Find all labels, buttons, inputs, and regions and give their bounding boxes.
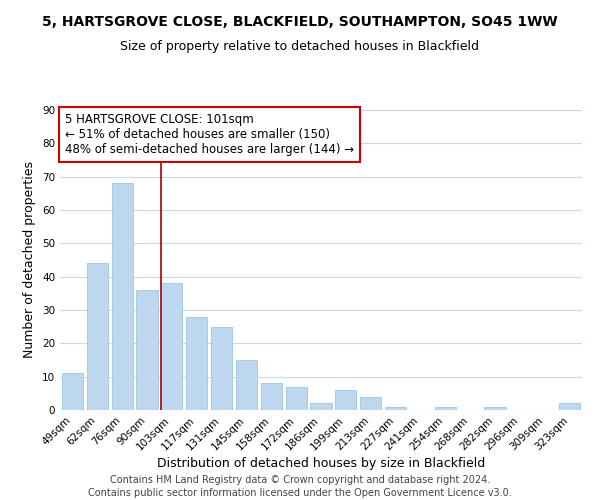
Bar (484, 406, 506, 410)
Text: Contains HM Land Registry data © Crown copyright and database right 2024.: Contains HM Land Registry data © Crown c… (110, 475, 490, 485)
X-axis label: Distribution of detached houses by size in Blackfield: Distribution of detached houses by size … (157, 458, 485, 470)
Bar (161, 284, 182, 410)
Bar (310, 404, 332, 410)
Bar (335, 390, 356, 410)
Bar (435, 406, 456, 410)
Bar (87, 264, 108, 410)
Y-axis label: Number of detached properties: Number of detached properties (23, 162, 37, 358)
Text: Contains public sector information licensed under the Open Government Licence v3: Contains public sector information licen… (88, 488, 512, 498)
Bar (559, 404, 580, 410)
Text: 5, HARTSGROVE CLOSE, BLACKFIELD, SOUTHAMPTON, SO45 1WW: 5, HARTSGROVE CLOSE, BLACKFIELD, SOUTHAM… (42, 15, 558, 29)
Bar (236, 360, 257, 410)
Bar (385, 406, 406, 410)
Bar (261, 384, 282, 410)
Bar (360, 396, 381, 410)
Bar (186, 316, 207, 410)
Bar (62, 374, 83, 410)
Text: 5 HARTSGROVE CLOSE: 101sqm
← 51% of detached houses are smaller (150)
48% of sem: 5 HARTSGROVE CLOSE: 101sqm ← 51% of deta… (65, 113, 355, 156)
Bar (211, 326, 232, 410)
Bar (136, 290, 158, 410)
Bar (112, 184, 133, 410)
Bar (286, 386, 307, 410)
Text: Size of property relative to detached houses in Blackfield: Size of property relative to detached ho… (121, 40, 479, 53)
